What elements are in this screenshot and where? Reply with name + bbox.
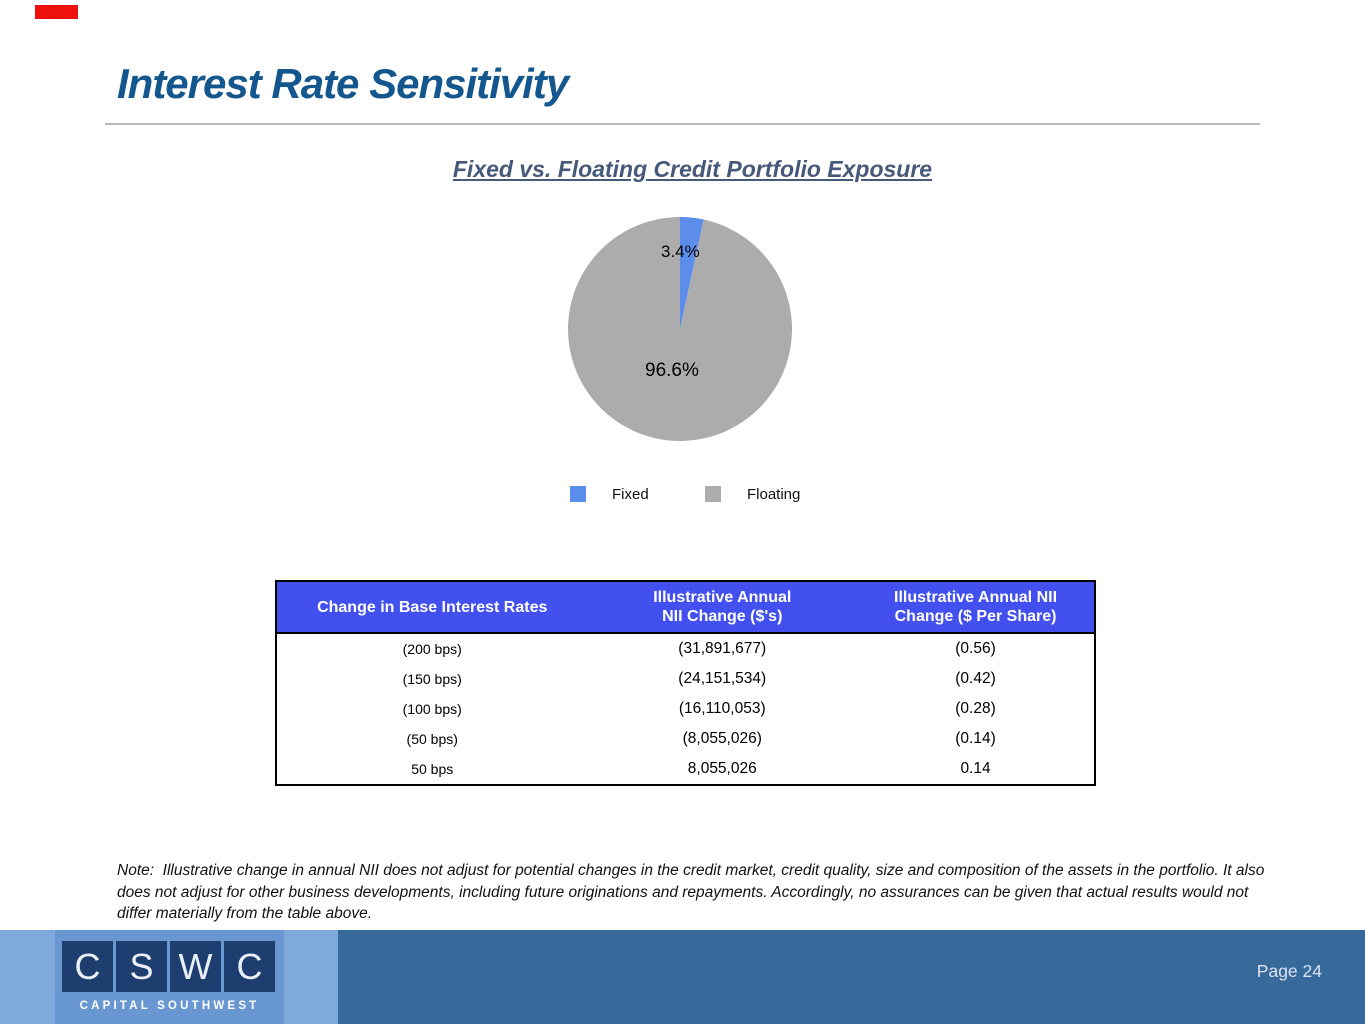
table-row: (50 bps) (8,055,026) (0.14) — [277, 724, 1094, 754]
cswc-logo: C S W C CAPITAL SOUTHWEST — [55, 930, 284, 1024]
cell-nii-per-share: (0.14) — [955, 730, 996, 747]
logo-letter-squares: C S W C — [62, 941, 275, 992]
logo-tagline: CAPITAL SOUTHWEST — [79, 1000, 260, 1012]
chart-title: Fixed vs. Floating Credit Portfolio Expo… — [452, 156, 933, 182]
logo-letter: W — [170, 941, 221, 992]
cell-nii-per-share: 0.14 — [960, 760, 991, 777]
table-header-row: Change in Base Interest Rates Illustrati… — [277, 582, 1094, 634]
table-row: (150 bps) (24,151,534) (0.42) — [277, 664, 1094, 694]
pie-label-floating: 96.6% — [645, 360, 699, 381]
legend-item-floating: Floating — [705, 484, 800, 504]
cell-nii-per-share: (0.28) — [955, 700, 996, 717]
cell-rate: (100 bps) — [402, 701, 462, 717]
title-divider — [105, 123, 1260, 125]
cell-rate: (200 bps) — [402, 641, 462, 657]
cell-nii-per-share: (0.56) — [955, 640, 996, 657]
pie-slice-fixed — [680, 217, 704, 329]
cell-rate: (150 bps) — [402, 671, 462, 687]
table-row: (100 bps) (16,110,053) (0.28) — [277, 694, 1094, 724]
cell-nii-change: (31,891,677) — [678, 640, 767, 657]
cell-nii-change: (16,110,053) — [678, 700, 766, 717]
table-row: 50 bps 8,055,026 0.14 — [277, 754, 1094, 784]
table-header-nii-per-share: Illustrative Annual NII Change ($ Per Sh… — [894, 589, 1058, 625]
pie-slice-floating — [568, 217, 792, 441]
legend-swatch-fixed-icon — [570, 486, 586, 502]
cell-rate: (50 bps) — [406, 731, 458, 747]
cell-nii-change: 8,055,026 — [687, 760, 757, 777]
logo-letter: S — [116, 941, 167, 992]
pie-chart-svg — [568, 217, 792, 441]
cell-rate: 50 bps — [411, 761, 454, 777]
page-number: Page 24 — [1256, 961, 1322, 981]
cell-nii-per-share: (0.42) — [955, 670, 996, 687]
red-marker — [35, 5, 78, 19]
table-row: (200 bps) (31,891,677) (0.56) — [277, 634, 1094, 664]
legend-item-fixed: Fixed — [570, 484, 649, 504]
legend-label-floating: Floating — [747, 485, 801, 503]
pie-chart — [568, 217, 792, 441]
pie-label-fixed: 3.4% — [661, 242, 700, 261]
logo-letter: C — [224, 941, 275, 992]
cell-nii-change: (24,151,534) — [678, 670, 767, 687]
pie-legend: Fixed Floating — [0, 484, 1365, 508]
table-header-nii-dollars: Illustrative Annual NII Change ($'s) — [653, 589, 792, 625]
sensitivity-table: Change in Base Interest Rates Illustrati… — [275, 580, 1096, 786]
legend-label-fixed: Fixed — [612, 485, 649, 503]
table-header-rates: Change in Base Interest Rates — [317, 598, 548, 616]
page-title: Interest Rate Sensitivity — [117, 60, 569, 107]
logo-letter: C — [62, 941, 113, 992]
footnote: Note: Illustrative change in annual NII … — [117, 862, 1269, 922]
footer-bar — [338, 930, 1365, 1024]
legend-swatch-floating-icon — [705, 486, 721, 502]
cell-nii-change: (8,055,026) — [682, 730, 762, 747]
